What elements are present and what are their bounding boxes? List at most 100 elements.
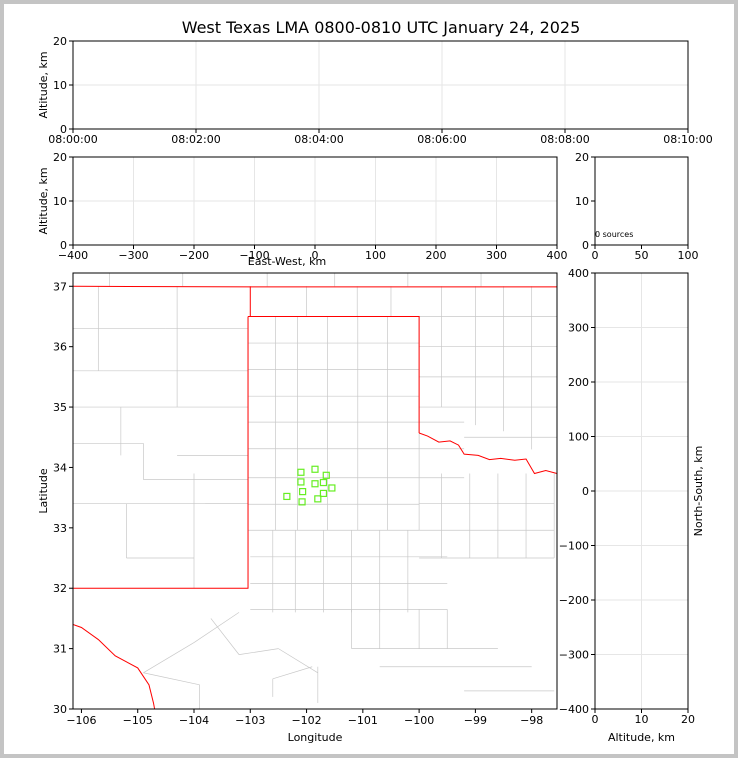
time-panel-ylabel: Altitude, km [37,51,50,118]
y-tick-label: 10 [53,79,67,92]
x-tick-label: 0 [312,249,319,262]
x-tick-label: −200 [179,249,209,262]
county-line [272,666,313,680]
source-marker [328,484,336,492]
plan-view-map-panel: −106 −105 −104 −103 −102 −101 −100 −99 −98 30 31 32… [37,272,558,744]
y-tick-label: 31 [53,643,67,656]
rio-grande-border [73,623,156,709]
y-tick-label: 400 [568,267,589,280]
ew-panel-xlabel: East-West, km [248,255,326,268]
y-tick-label: 36 [53,341,67,354]
y-tick-label: −200 [559,594,589,607]
source-marker [311,465,319,473]
source-marker [311,480,319,488]
time-panel-frame [72,40,689,130]
y-tick-label: 30 [53,703,67,716]
map-content [73,273,557,709]
source-marker [319,489,328,498]
x-tick-label: −103 [235,714,265,727]
y-tick-label: 100 [568,431,589,444]
x-tick-label: 300 [486,249,507,262]
red-river-border [418,432,557,475]
x-tick-label: −400 [58,249,88,262]
source-marker [322,471,330,479]
source-marker [299,488,307,496]
county-line [143,642,195,674]
y-tick-label: 0 [60,239,67,252]
y-tick-label: 34 [53,461,67,474]
altitude-histogram-panel: 0 50 100 0 10 20 0 sources [575,151,699,262]
x-tick-label: −102 [291,714,321,727]
lma-chart: West Texas LMA 0800-0810 UTC January 24,… [37,18,713,744]
x-tick-label: −104 [179,714,209,727]
x-tick-label: −300 [118,249,148,262]
x-tick-label: 100 [678,249,699,262]
y-tick-label: 10 [575,195,589,208]
state-border-tx-panhandle [248,315,420,434]
y-tick-label: 0 [582,485,589,498]
county-line [143,672,200,686]
y-tick-label: 20 [575,151,589,164]
y-tick-label: 0 [582,239,589,252]
source-marker [297,468,305,476]
source-count-annotation: 0 sources [595,230,633,239]
county-line [193,612,240,643]
y-tick-label: 200 [568,376,589,389]
x-tick-label: 08:08:00 [540,133,589,146]
hist-panel-frame [594,156,689,246]
y-tick-label: 20 [53,35,67,48]
map-ylabel: Latitude [37,468,50,514]
map-xlabel: Longitude [288,731,343,744]
x-tick-label: 08:06:00 [417,133,466,146]
ew-panel-frame [72,156,558,246]
x-tick-label: 08:04:00 [294,133,343,146]
county-line [278,648,318,674]
x-tick-label: −106 [66,714,96,727]
x-tick-label: 0 [592,249,599,262]
x-tick-label: 08:00:00 [48,133,97,146]
y-tick-label: 37 [53,280,67,293]
time-altitude-panel: 08:00:00 08:02:00 08:04:00 08:06:00 08:08:00… [37,35,713,146]
y-tick-label: −100 [559,540,589,553]
x-tick-label: 200 [426,249,447,262]
ns-panel-xlabel: Altitude, km [608,731,675,744]
x-tick-label: 08:02:00 [171,133,220,146]
x-tick-label: 0 [592,713,599,726]
x-tick-label: −105 [123,714,153,727]
ns-panel-frame [594,272,689,710]
y-tick-label: 300 [568,322,589,335]
chart-title: West Texas LMA 0800-0810 UTC January 24,… [182,18,581,37]
figure: West Texas LMA 0800-0810 UTC January 24,… [4,4,734,754]
x-tick-label: 50 [635,249,649,262]
source-marker [297,478,305,486]
x-tick-label: −98 [520,714,543,727]
x-tick-label: 08:10:00 [663,133,712,146]
ns-panel-ylabel: North-South, km [692,446,705,537]
x-tick-label: −100 [239,249,269,262]
y-tick-label: 20 [53,151,67,164]
county-line [238,648,279,655]
county-line [210,618,240,655]
y-tick-label: 32 [53,582,67,595]
x-tick-label: 100 [365,249,386,262]
x-tick-label: 400 [547,249,568,262]
x-tick-label: 20 [681,713,695,726]
east-west-altitude-panel: −400 −300 −200 −100 0 100 200 300 400 0 10 20Altitu… [37,151,568,268]
ew-panel-ylabel: Altitude, km [37,167,50,234]
x-tick-label: −101 [348,714,378,727]
state-border-north [73,285,557,288]
y-tick-label: 35 [53,401,67,414]
source-marker [283,492,291,501]
y-tick-label: 10 [53,195,67,208]
x-tick-label: −99 [464,714,487,727]
y-tick-label: −300 [559,649,589,662]
north-south-altitude-panel: 0 10 20 −400 −300 −200 −100 0 100 200 300 400 Altitu… [559,267,705,744]
source-marker [314,495,322,503]
state-border-nm-tx [73,316,249,589]
source-marker [319,478,328,487]
y-tick-label: −400 [559,703,589,716]
x-tick-label: 10 [635,713,649,726]
y-tick-label: 33 [53,522,67,535]
y-tick-label: 0 [60,123,67,136]
source-marker [298,498,306,506]
